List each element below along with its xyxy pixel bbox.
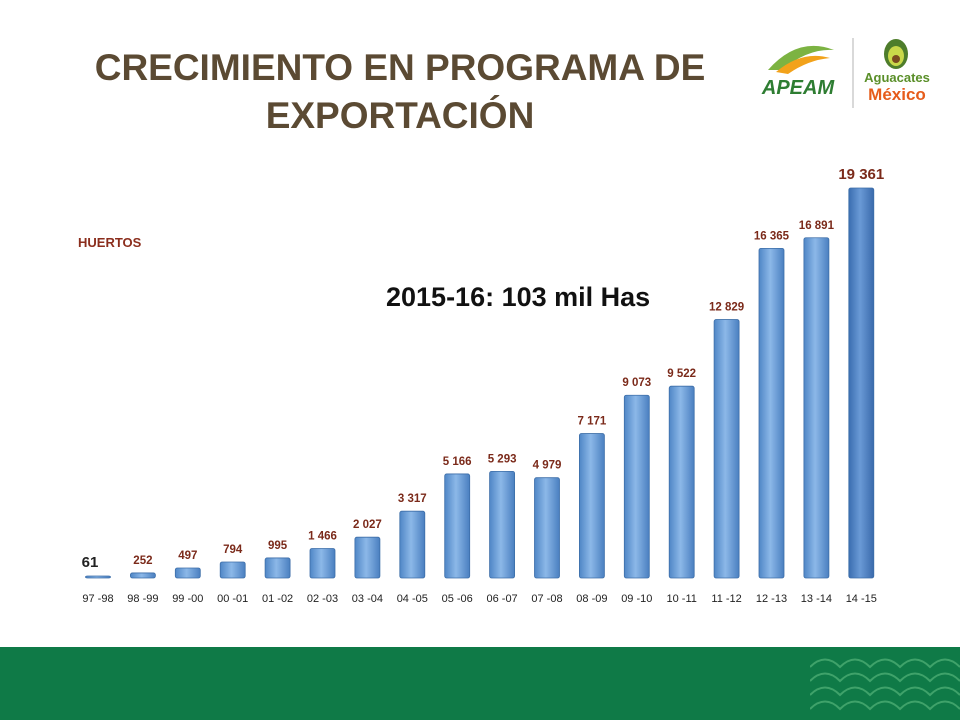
decorative-wave-pattern	[810, 658, 960, 711]
bars-layer	[85, 187, 875, 579]
x-tick-label: 06 -07	[486, 593, 517, 605]
bar-06-07	[489, 470, 516, 579]
x-tick-label: 07 -08	[531, 593, 562, 605]
title-line-1: CRECIMIENTO EN PROGRAMA DE	[94, 47, 706, 88]
x-tick-label: 00 -01	[217, 593, 248, 605]
x-tick-label: 03 -04	[352, 593, 383, 605]
aguacates-logo-text: Aguacates	[864, 70, 930, 85]
data-label-06-07: 5 293	[488, 453, 517, 465]
bar-00-01	[219, 561, 246, 579]
x-tick-label: 14 -15	[846, 593, 877, 605]
x-tick-label: 13 -14	[801, 593, 832, 605]
x-tick-label: 11 -12	[711, 593, 741, 605]
data-labels-layer: 61 252 497 794 995 1 466 2 027 3 317 5 166 5 293 4…	[82, 166, 885, 571]
x-tick-label: 12 -13	[756, 593, 787, 605]
x-tick-label: 97 -98	[82, 593, 113, 605]
bar-02-03	[309, 548, 336, 579]
data-label-99-00: 497	[178, 550, 197, 562]
aguacates-mexico-logo: Aguacates México	[864, 39, 930, 104]
bar-97-98	[85, 575, 111, 579]
data-label-97-98: 61	[82, 554, 99, 571]
data-label-00-01: 794	[223, 544, 243, 556]
data-label-01-02: 995	[268, 540, 288, 552]
data-label-09-10: 9 073	[622, 377, 651, 389]
data-label-98-99: 252	[133, 555, 152, 567]
x-tick-label: 04 -05	[397, 593, 428, 605]
series-label: HUERTOS	[78, 235, 142, 250]
x-tick-label: 08 -09	[576, 593, 607, 605]
data-label-03-04: 2 027	[353, 519, 382, 531]
mexico-logo-text: México	[868, 85, 926, 104]
bar-08-09	[579, 433, 605, 579]
logo-area: APEAM Aguacates México	[748, 30, 938, 120]
x-tick-labels-layer: 97 -98 98 -99 99 -00 00 -01 01 -02 02 -03 03 -…	[82, 593, 877, 605]
x-tick-label: 98 -99	[127, 593, 158, 605]
data-label-13-14: 16 891	[799, 220, 835, 232]
data-label-10-11: 9 522	[667, 368, 696, 380]
data-label-08-09: 7 171	[578, 416, 607, 428]
apeam-logo: APEAM	[761, 45, 836, 99]
x-tick-label: 01 -02	[262, 593, 293, 605]
bar-14-15	[848, 187, 875, 579]
bar-98-99	[129, 572, 156, 579]
bar-09-10	[623, 394, 650, 579]
data-label-04-05: 3 317	[398, 493, 427, 505]
data-label-02-03: 1 466	[308, 530, 337, 542]
annotation-total-area: 2015-16: 103 mil Has	[386, 282, 651, 312]
bar-chart: 61 252 497 794 995 1 466 2 027 3 317 5 166 5 293 4…	[82, 166, 885, 605]
bar-13-14	[803, 237, 830, 579]
logo-divider	[852, 38, 854, 108]
data-label-07-08: 4 979	[533, 460, 562, 472]
x-tick-label: 99 -00	[172, 593, 203, 605]
x-tick-label: 02 -03	[307, 593, 338, 605]
data-label-14-15: 19 361	[838, 166, 884, 183]
x-tick-label: 10 -11	[667, 593, 697, 605]
title-line-2: EXPORTACIÓN	[265, 95, 535, 136]
page-title: CRECIMIENTO EN PROGRAMA DE EXPORTACIÓN	[40, 44, 760, 140]
apeam-logo-text: APEAM	[761, 77, 836, 99]
data-label-12-13: 16 365	[754, 230, 790, 242]
bar-05-06	[444, 473, 471, 579]
bar-99-00	[174, 567, 201, 579]
bar-07-08	[534, 477, 560, 579]
bar-10-11	[668, 385, 695, 579]
x-tick-label: 09 -10	[621, 593, 652, 605]
bar-03-04	[354, 536, 381, 579]
data-label-05-06: 5 166	[443, 456, 472, 468]
bar-04-05	[399, 510, 426, 579]
bar-12-13	[758, 247, 785, 579]
bar-11-12	[713, 319, 740, 579]
footer-band	[0, 647, 960, 720]
data-label-11-12: 12 829	[709, 302, 744, 314]
bar-01-02	[264, 557, 291, 579]
x-tick-label: 05 -06	[442, 593, 473, 605]
